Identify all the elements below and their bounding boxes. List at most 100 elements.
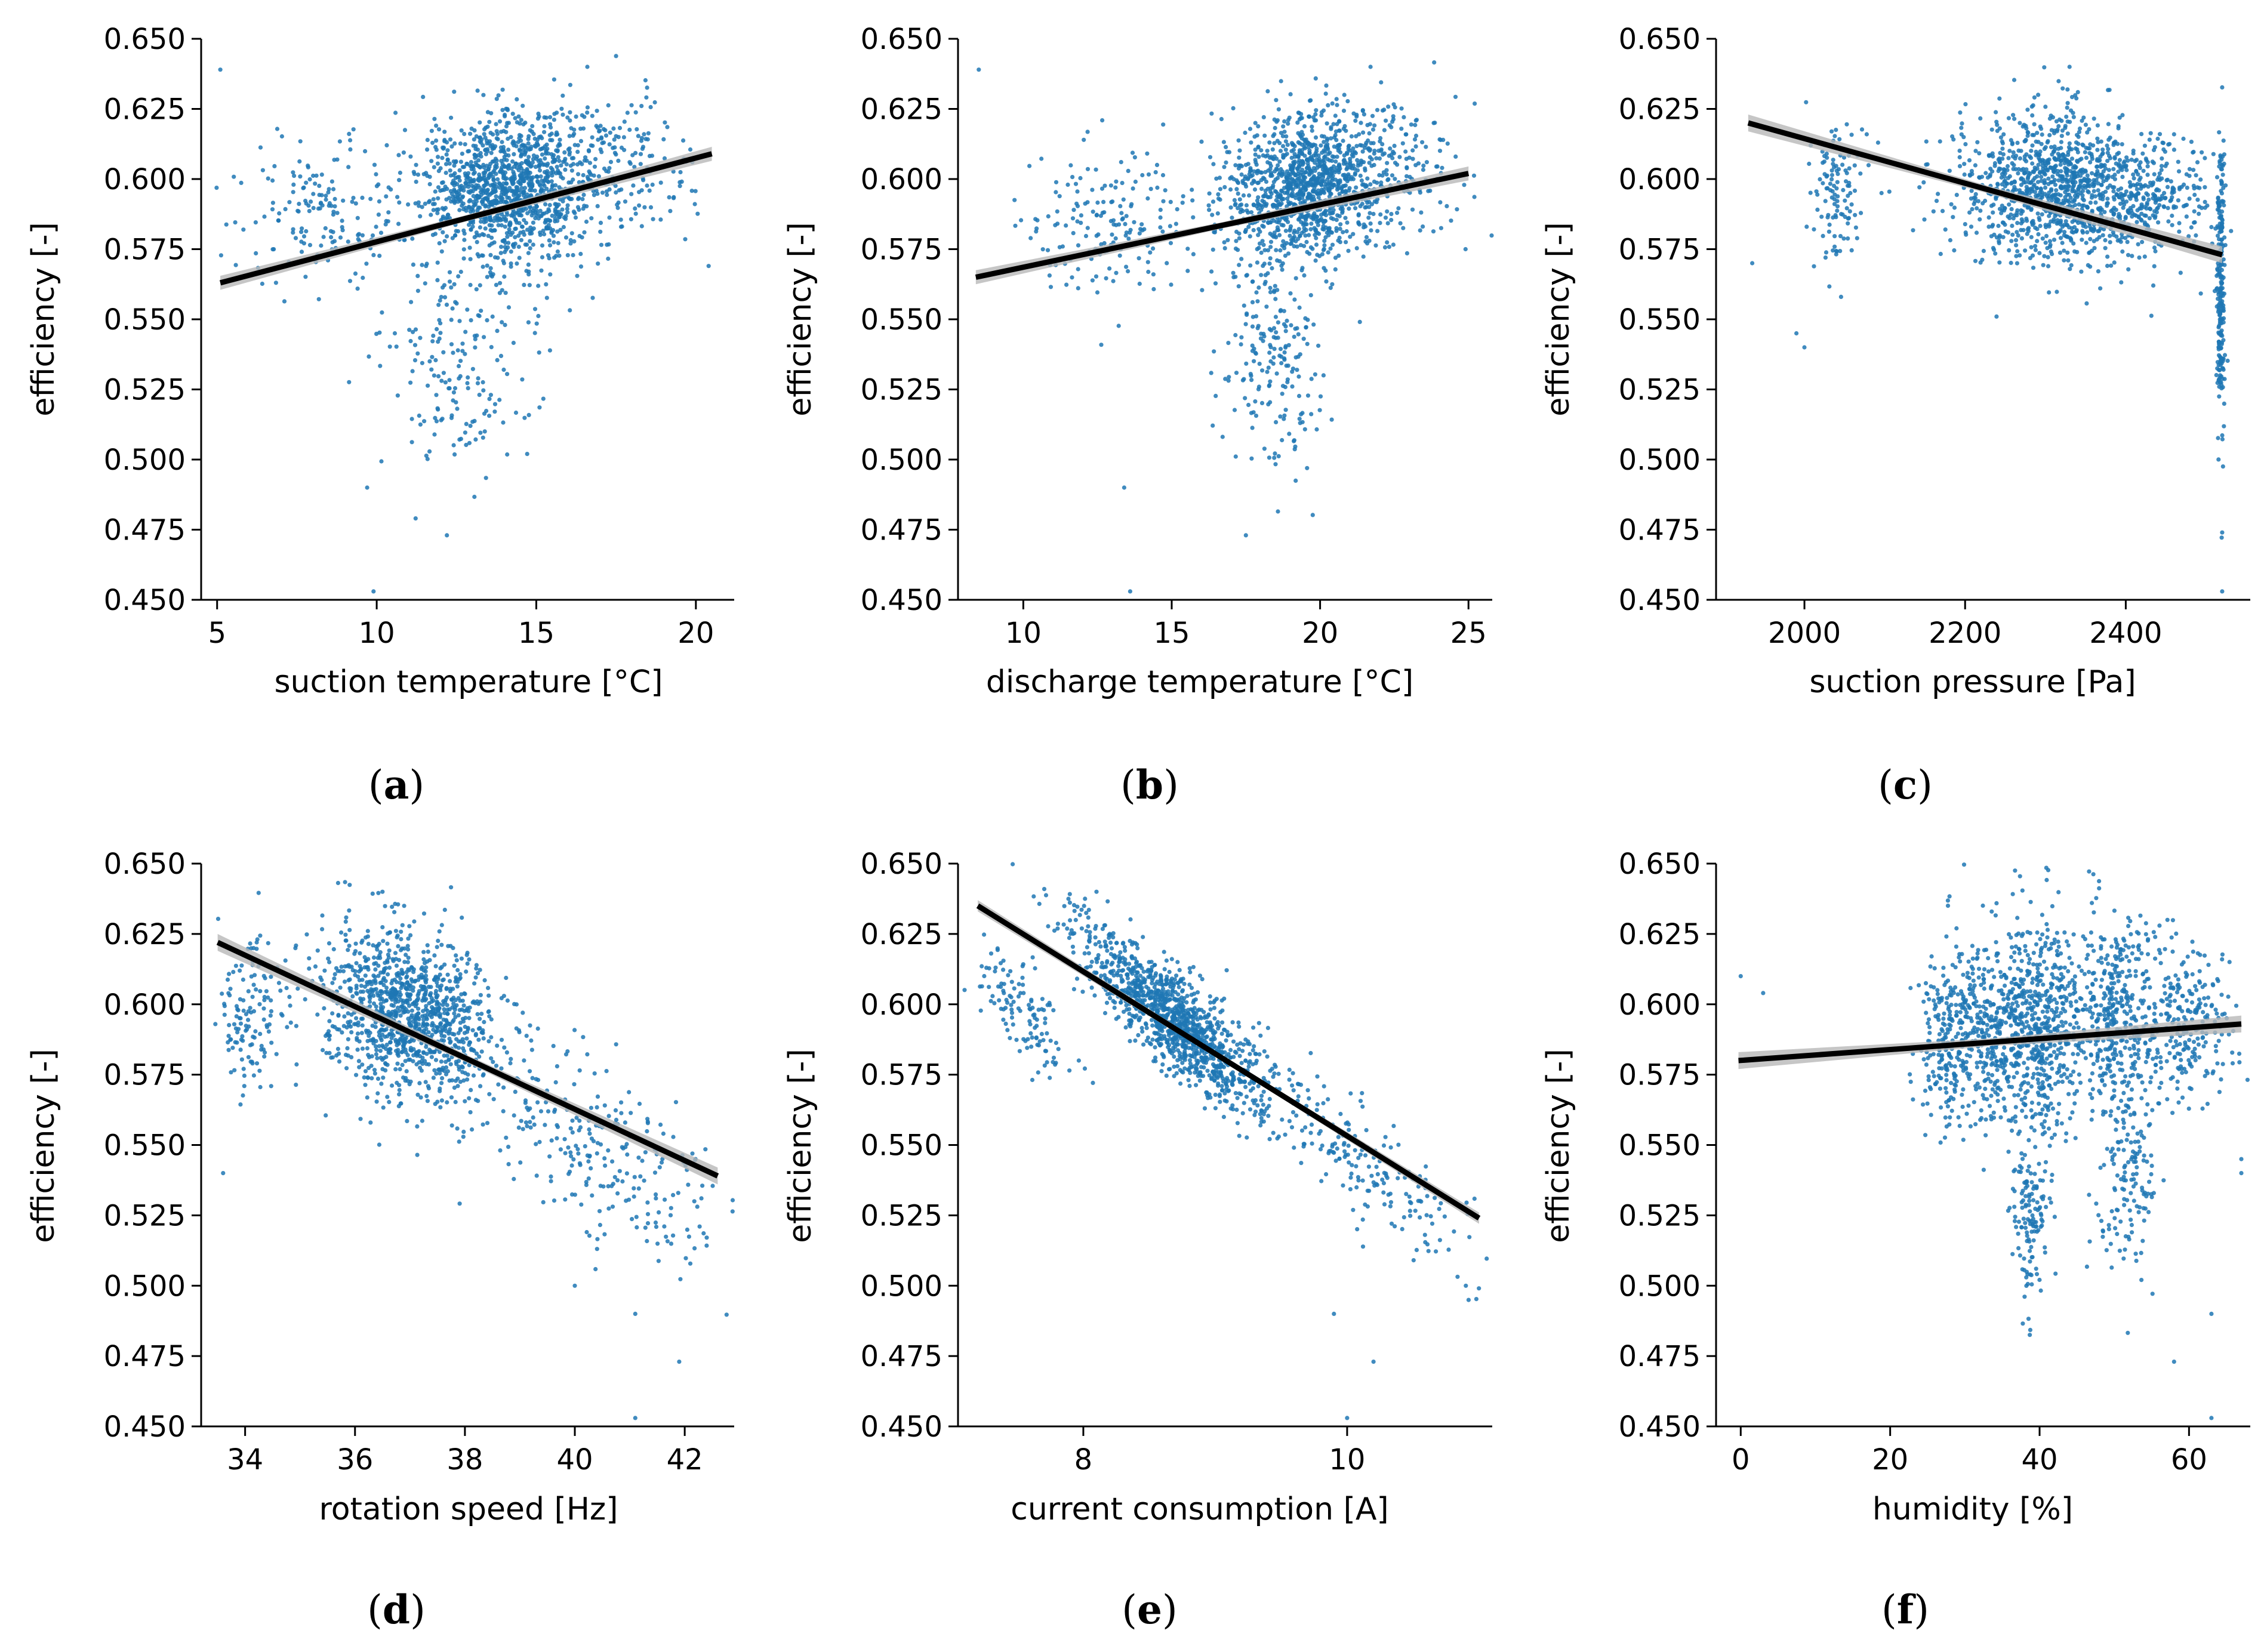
data-point	[1122, 485, 1126, 490]
data-point	[1251, 410, 1256, 415]
data-point	[2058, 184, 2063, 189]
data-point	[2015, 221, 2020, 226]
data-point	[1363, 166, 1367, 171]
data-point	[539, 188, 544, 193]
data-point	[398, 170, 403, 175]
data-point	[2105, 143, 2109, 148]
data-point	[460, 165, 466, 169]
data-point	[1967, 173, 1973, 178]
data-point	[420, 360, 425, 365]
data-point	[1318, 394, 1323, 399]
data-point	[1305, 466, 1310, 470]
data-point	[401, 150, 406, 155]
data-point	[1994, 110, 1998, 115]
data-point	[1437, 149, 1443, 153]
data-point	[1346, 172, 1351, 177]
data-point	[2071, 241, 2076, 246]
data-point	[2111, 233, 2116, 238]
data-point	[2092, 116, 2096, 121]
data-point	[559, 212, 563, 217]
data-point	[600, 141, 605, 146]
data-point	[544, 282, 549, 286]
data-point	[2096, 269, 2100, 274]
data-point	[1462, 183, 1467, 187]
data-point	[488, 252, 493, 257]
data-point	[214, 186, 219, 190]
data-point	[452, 163, 457, 168]
data-point	[1279, 167, 1283, 172]
data-point	[2162, 190, 2167, 195]
data-point	[414, 162, 418, 167]
data-point	[614, 54, 618, 58]
data-point	[1273, 283, 1277, 288]
data-point	[2090, 171, 2094, 175]
data-point	[1342, 175, 1347, 180]
data-point	[486, 176, 491, 181]
data-point	[493, 164, 498, 169]
data-point	[1268, 186, 1273, 191]
data-point	[418, 214, 423, 218]
data-point	[623, 199, 628, 204]
data-point	[1285, 318, 1289, 323]
data-point	[1140, 172, 1145, 178]
data-point	[1829, 177, 1834, 181]
data-point	[483, 180, 488, 185]
data-point	[536, 159, 541, 164]
data-point	[461, 228, 466, 233]
data-point	[1146, 269, 1151, 275]
data-point	[1325, 138, 1329, 143]
data-point	[464, 181, 469, 186]
data-point	[2084, 146, 2089, 150]
data-point	[1986, 215, 1991, 220]
data-point	[1261, 115, 1266, 119]
data-point	[1161, 199, 1166, 204]
data-point	[386, 185, 391, 190]
data-point	[526, 141, 531, 146]
data-point	[441, 214, 445, 219]
data-point	[2108, 233, 2112, 238]
data-point	[2062, 230, 2067, 235]
data-point	[2171, 147, 2176, 152]
data-point	[519, 224, 525, 229]
data-point	[1449, 218, 1453, 223]
data-point	[2037, 215, 2041, 220]
data-point	[430, 140, 435, 145]
data-point	[589, 216, 594, 221]
data-point	[2035, 239, 2040, 244]
data-point	[1250, 300, 1255, 304]
data-point	[2198, 177, 2203, 182]
data-point	[661, 137, 666, 141]
data-point	[2068, 161, 2072, 166]
data-point	[1921, 180, 1926, 185]
data-point	[301, 234, 307, 239]
data-point	[253, 220, 258, 225]
data-point	[1288, 226, 1293, 232]
data-point	[1989, 127, 1994, 132]
data-point	[2092, 178, 2096, 183]
data-point	[371, 589, 376, 594]
data-point	[2020, 209, 2025, 214]
data-point	[1266, 365, 1271, 370]
data-point	[2145, 164, 2150, 169]
data-point	[434, 419, 439, 424]
data-point	[1290, 194, 1295, 199]
data-point	[2103, 189, 2108, 194]
data-point	[1319, 143, 1323, 148]
data-point	[1973, 258, 1978, 263]
data-point	[648, 205, 654, 209]
data-point	[2058, 220, 2063, 225]
data-point	[1273, 451, 1277, 456]
data-point	[1262, 133, 1267, 138]
data-point	[1296, 236, 1301, 241]
data-point	[2024, 216, 2029, 221]
data-point	[1337, 143, 1342, 147]
data-point	[1432, 60, 1437, 65]
data-point	[2191, 220, 2197, 225]
data-point	[1271, 180, 1276, 184]
data-point	[1355, 168, 1360, 172]
data-point	[1380, 108, 1385, 113]
data-point	[1071, 208, 1076, 212]
data-point	[521, 143, 526, 149]
data-point	[466, 171, 471, 175]
data-point	[598, 229, 603, 234]
